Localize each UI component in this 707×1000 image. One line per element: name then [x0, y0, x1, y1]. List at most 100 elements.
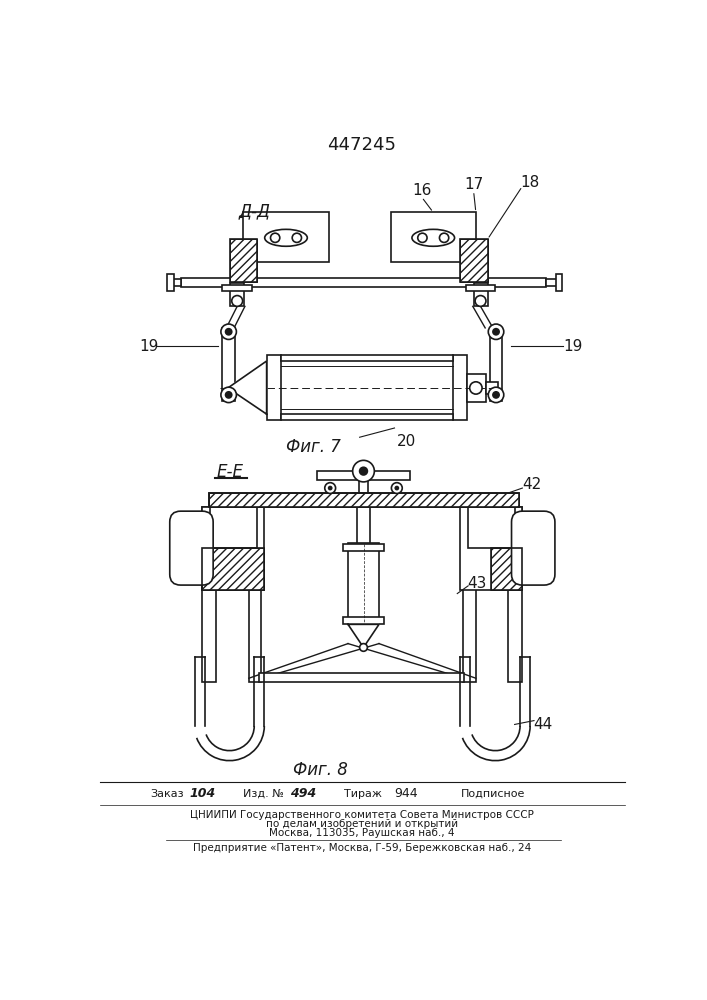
Text: 18: 18: [520, 175, 539, 190]
Bar: [202, 507, 264, 590]
Circle shape: [226, 392, 232, 398]
Polygon shape: [228, 361, 267, 414]
Bar: [230, 239, 257, 282]
Text: 19: 19: [563, 339, 583, 354]
Bar: [180, 522, 202, 574]
Circle shape: [271, 233, 280, 242]
Circle shape: [489, 387, 504, 403]
Text: Заказ: Заказ: [151, 789, 184, 799]
Bar: [223, 285, 252, 291]
Bar: [468, 507, 515, 548]
Circle shape: [392, 483, 402, 493]
Bar: [230, 239, 257, 282]
Bar: [202, 548, 264, 590]
Circle shape: [489, 324, 504, 339]
Circle shape: [360, 467, 368, 475]
Circle shape: [325, 483, 336, 493]
Bar: [281, 414, 452, 420]
Bar: [556, 274, 562, 291]
Bar: [546, 279, 561, 286]
Bar: [508, 507, 522, 682]
Circle shape: [395, 487, 398, 490]
Text: ЦНИИПИ Государственного комитета Совета Министров СССР: ЦНИИПИ Государственного комитета Совета …: [190, 810, 534, 820]
Circle shape: [221, 324, 236, 339]
Bar: [466, 285, 495, 291]
Bar: [348, 543, 379, 624]
Bar: [344, 544, 384, 551]
Text: Тираж: Тираж: [344, 789, 382, 799]
Bar: [249, 507, 261, 682]
Text: 20: 20: [397, 434, 416, 449]
Circle shape: [292, 233, 301, 242]
Text: 17: 17: [464, 177, 483, 192]
Text: 16: 16: [412, 183, 431, 198]
Bar: [267, 355, 281, 420]
Circle shape: [418, 233, 427, 242]
Bar: [491, 548, 522, 590]
Bar: [452, 355, 467, 420]
Polygon shape: [348, 624, 379, 647]
Circle shape: [493, 392, 499, 398]
Bar: [209, 493, 518, 507]
Bar: [486, 382, 498, 394]
Bar: [491, 548, 522, 590]
Circle shape: [329, 487, 332, 490]
Bar: [210, 507, 257, 548]
Circle shape: [353, 460, 374, 482]
Bar: [202, 548, 264, 590]
Circle shape: [440, 233, 449, 242]
Bar: [317, 471, 410, 480]
Circle shape: [493, 329, 499, 335]
Text: Фиг. 8: Фиг. 8: [293, 761, 349, 779]
Bar: [168, 274, 174, 291]
Ellipse shape: [264, 229, 308, 246]
Bar: [209, 493, 518, 507]
FancyBboxPatch shape: [170, 511, 213, 585]
FancyBboxPatch shape: [512, 511, 555, 585]
Circle shape: [226, 329, 232, 335]
Bar: [182, 278, 546, 287]
Text: Е-Е: Е-Е: [217, 463, 244, 481]
Text: Фиг. 7: Фиг. 7: [286, 438, 341, 456]
Bar: [170, 279, 182, 286]
Bar: [243, 212, 329, 262]
Text: 42: 42: [522, 477, 542, 492]
Bar: [259, 673, 464, 682]
Ellipse shape: [412, 229, 455, 246]
Bar: [223, 328, 235, 401]
Bar: [522, 522, 544, 574]
Bar: [359, 471, 368, 493]
Circle shape: [469, 382, 482, 394]
Bar: [460, 239, 488, 282]
Bar: [474, 283, 488, 306]
Bar: [202, 507, 216, 682]
Bar: [460, 239, 488, 282]
Text: 43: 43: [468, 576, 487, 591]
Text: 494: 494: [290, 787, 316, 800]
Circle shape: [232, 296, 243, 306]
Text: 19: 19: [139, 339, 158, 354]
Bar: [391, 212, 476, 262]
Text: Изд. №: Изд. №: [243, 789, 284, 799]
Text: Предприятие «Патент», Москва, Г-59, Бережковская наб., 24: Предприятие «Патент», Москва, Г-59, Бере…: [193, 843, 531, 853]
Text: 104: 104: [189, 787, 216, 800]
Bar: [357, 507, 370, 544]
Text: 944: 944: [395, 787, 418, 800]
Bar: [230, 283, 244, 306]
Bar: [344, 617, 384, 624]
Text: Подписное: Подписное: [460, 789, 525, 799]
Text: Москва, 113035, Раушская наб., 4: Москва, 113035, Раушская наб., 4: [269, 828, 455, 838]
Text: 447245: 447245: [327, 136, 397, 154]
Bar: [490, 328, 502, 401]
Bar: [467, 374, 486, 402]
Circle shape: [360, 644, 368, 651]
Text: 44: 44: [533, 717, 552, 732]
Text: по делам изобретений и открытий: по делам изобретений и открытий: [266, 819, 458, 829]
Bar: [460, 507, 522, 590]
Bar: [281, 355, 452, 361]
Bar: [464, 507, 476, 682]
Bar: [209, 493, 518, 507]
Circle shape: [221, 387, 236, 403]
Text: Д-Д: Д-Д: [239, 202, 271, 220]
Bar: [353, 493, 374, 501]
